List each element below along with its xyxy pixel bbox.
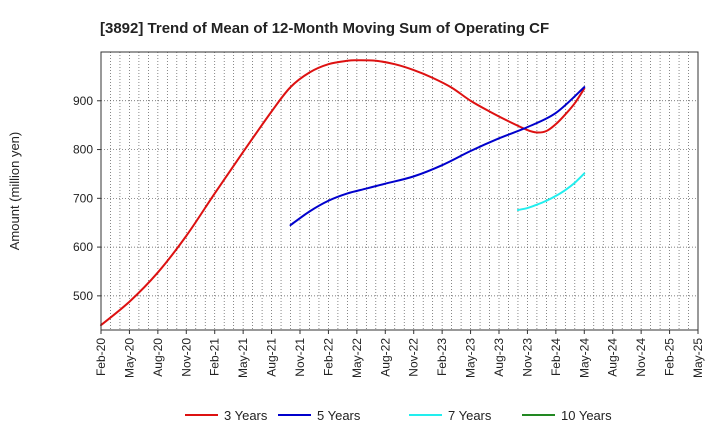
series-layer — [100, 59, 586, 327]
chart-title: [3892] Trend of Mean of 12-Month Moving … — [100, 20, 549, 37]
x-tick-label: Nov-20 — [179, 338, 193, 377]
y-tick-label: 700 — [73, 191, 93, 205]
x-tick-label: Feb-23 — [435, 338, 449, 376]
series-line-5-years — [289, 86, 586, 227]
x-tick-label: Feb-21 — [208, 338, 222, 376]
legend: 3 Years 5 Years 7 Years 10 Years — [185, 408, 612, 423]
x-tick-label: May-22 — [350, 338, 364, 378]
series-line-3-years — [100, 59, 586, 327]
y-tick-label: 600 — [73, 240, 93, 254]
legend-label-3-years: 3 Years — [224, 408, 268, 423]
y-axis: 500 600 700 800 900 — [73, 94, 101, 303]
x-tick-label: May-25 — [691, 338, 705, 378]
x-tick-label: May-20 — [122, 338, 136, 378]
x-tick-label: May-23 — [464, 338, 478, 378]
x-tick-label: Aug-23 — [492, 338, 506, 377]
x-tick-label: Nov-21 — [293, 338, 307, 377]
x-tick-label: May-24 — [577, 338, 591, 378]
legend-label-5-years: 5 Years — [317, 408, 361, 423]
series-line-7-years — [516, 172, 586, 212]
x-tick-label: Nov-23 — [520, 338, 534, 377]
x-tick-label: May-21 — [236, 338, 250, 378]
x-tick-label: Feb-24 — [549, 338, 563, 376]
y-tick-label: 800 — [73, 143, 93, 157]
x-tick-label: Feb-22 — [321, 338, 335, 376]
y-axis-label: Amount (million yen) — [7, 132, 22, 251]
grid — [101, 52, 698, 330]
x-tick-label: Nov-24 — [634, 338, 648, 377]
x-axis: Feb-20 May-20 Aug-20 Nov-20 Feb-21 May-21 Aug-… — [94, 330, 705, 378]
y-tick-label: 900 — [73, 94, 93, 108]
x-tick-label: Aug-20 — [151, 338, 165, 377]
y-tick-label: 500 — [73, 289, 93, 303]
x-tick-label: Aug-21 — [265, 338, 279, 377]
x-tick-label: Nov-22 — [407, 338, 421, 377]
legend-label-10-years: 10 Years — [561, 408, 612, 423]
x-tick-label: Feb-25 — [663, 338, 677, 376]
x-tick-label: Feb-20 — [94, 338, 108, 376]
plot-frame — [100, 51, 699, 331]
x-tick-label: Aug-24 — [606, 338, 620, 377]
x-tick-label: Aug-22 — [378, 338, 392, 377]
legend-label-7-years: 7 Years — [448, 408, 492, 423]
